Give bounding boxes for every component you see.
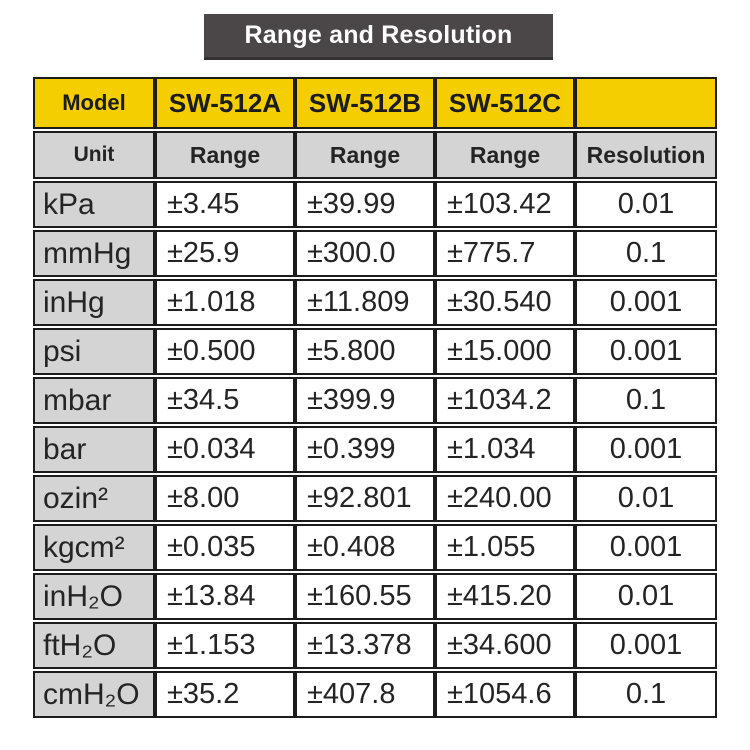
row-mmhg: mmHg ±25.9 ±300.0 ±775.7 0.1	[33, 230, 717, 277]
model-header-sw512b: SW-512B	[295, 77, 435, 129]
resolution-cell: 0.001	[575, 622, 717, 669]
range-cell-sw512c: ±15.000	[435, 328, 575, 375]
range-cell-sw512b: ±11.809	[295, 279, 435, 326]
model-header-sw512a: SW-512A	[155, 77, 295, 129]
range-cell-sw512c: ±30.540	[435, 279, 575, 326]
row-inhg: inHg ±1.018 ±11.809 ±30.540 0.001	[33, 279, 717, 326]
range-cell-sw512c: ±1.034	[435, 426, 575, 473]
resolution-cell: 0.1	[575, 671, 717, 718]
range-cell-sw512b: ±5.800	[295, 328, 435, 375]
row-bar: bar ±0.034 ±0.399 ±1.034 0.001	[33, 426, 717, 473]
page-title: Range and Resolution	[244, 21, 513, 49]
range-cell-sw512b: ±0.399	[295, 426, 435, 473]
resolution-header-label: Resolution	[575, 131, 717, 179]
unit-cell: inHg	[33, 279, 155, 326]
range-resolution-table: Model SW-512A SW-512B SW-512C Unit Range…	[33, 75, 717, 720]
range-cell-sw512a: ±0.500	[155, 328, 295, 375]
range-cell-sw512c: ±240.00	[435, 475, 575, 522]
unit-cell: psi	[33, 328, 155, 375]
range-cell-sw512a: ±34.5	[155, 377, 295, 424]
unit-cell: mbar	[33, 377, 155, 424]
resolution-cell: 0.001	[575, 328, 717, 375]
range-cell-sw512c: ±1054.6	[435, 671, 575, 718]
range-cell-sw512b: ±13.378	[295, 622, 435, 669]
row-fth2o: ftH₂O ±1.153 ±13.378 ±34.600 0.001	[33, 622, 717, 669]
range-cell-sw512b: ±92.801	[295, 475, 435, 522]
range-header-sw512c: Range	[435, 131, 575, 179]
range-cell-sw512c: ±34.600	[435, 622, 575, 669]
range-cell-sw512a: ±1.018	[155, 279, 295, 326]
unit-cell: ozin²	[33, 475, 155, 522]
row-psi: psi ±0.500 ±5.800 ±15.000 0.001	[33, 328, 717, 375]
row-kpa: kPa ±3.45 ±39.99 ±103.42 0.01	[33, 181, 717, 228]
range-cell-sw512a: ±8.00	[155, 475, 295, 522]
title-banner: Range and Resolution	[204, 14, 553, 57]
unit-cell: ftH₂O	[33, 622, 155, 669]
range-cell-sw512a: ±3.45	[155, 181, 295, 228]
unit-cell: inH₂O	[33, 573, 155, 620]
range-cell-sw512b: ±0.408	[295, 524, 435, 571]
unit-cell: bar	[33, 426, 155, 473]
range-cell-sw512c: ±775.7	[435, 230, 575, 277]
unit-cell: kPa	[33, 181, 155, 228]
range-cell-sw512c: ±415.20	[435, 573, 575, 620]
row-ozin2: ozin² ±8.00 ±92.801 ±240.00 0.01	[33, 475, 717, 522]
unit-header-label: Unit	[33, 131, 155, 179]
range-cell-sw512a: ±0.034	[155, 426, 295, 473]
range-cell-sw512a: ±25.9	[155, 230, 295, 277]
range-header-sw512b: Range	[295, 131, 435, 179]
range-cell-sw512c: ±1034.2	[435, 377, 575, 424]
model-header-sw512c: SW-512C	[435, 77, 575, 129]
unit-cell: kgcm²	[33, 524, 155, 571]
resolution-cell: 0.1	[575, 230, 717, 277]
resolution-cell: 0.01	[575, 573, 717, 620]
resolution-cell: 0.1	[575, 377, 717, 424]
resolution-cell: 0.01	[575, 475, 717, 522]
range-cell-sw512b: ±407.8	[295, 671, 435, 718]
model-header-label: Model	[33, 77, 155, 129]
range-cell-sw512a: ±35.2	[155, 671, 295, 718]
row-inh2o: inH₂O ±13.84 ±160.55 ±415.20 0.01	[33, 573, 717, 620]
resolution-cell: 0.001	[575, 279, 717, 326]
range-cell-sw512b: ±399.9	[295, 377, 435, 424]
row-cmh2o: cmH₂O ±35.2 ±407.8 ±1054.6 0.1	[33, 671, 717, 718]
range-cell-sw512c: ±103.42	[435, 181, 575, 228]
row-kgcm2: kgcm² ±0.035 ±0.408 ±1.055 0.001	[33, 524, 717, 571]
unit-header-row: Unit Range Range Range Resolution	[33, 131, 717, 179]
range-cell-sw512c: ±1.055	[435, 524, 575, 571]
range-cell-sw512b: ±160.55	[295, 573, 435, 620]
range-cell-sw512b: ±39.99	[295, 181, 435, 228]
resolution-cell: 0.01	[575, 181, 717, 228]
model-header-row: Model SW-512A SW-512B SW-512C	[33, 77, 717, 129]
row-mbar: mbar ±34.5 ±399.9 ±1034.2 0.1	[33, 377, 717, 424]
range-cell-sw512b: ±300.0	[295, 230, 435, 277]
range-cell-sw512a: ±1.153	[155, 622, 295, 669]
resolution-cell: 0.001	[575, 524, 717, 571]
model-header-blank	[575, 77, 717, 129]
unit-cell: mmHg	[33, 230, 155, 277]
range-cell-sw512a: ±0.035	[155, 524, 295, 571]
resolution-cell: 0.001	[575, 426, 717, 473]
range-header-sw512a: Range	[155, 131, 295, 179]
unit-cell: cmH₂O	[33, 671, 155, 718]
range-cell-sw512a: ±13.84	[155, 573, 295, 620]
